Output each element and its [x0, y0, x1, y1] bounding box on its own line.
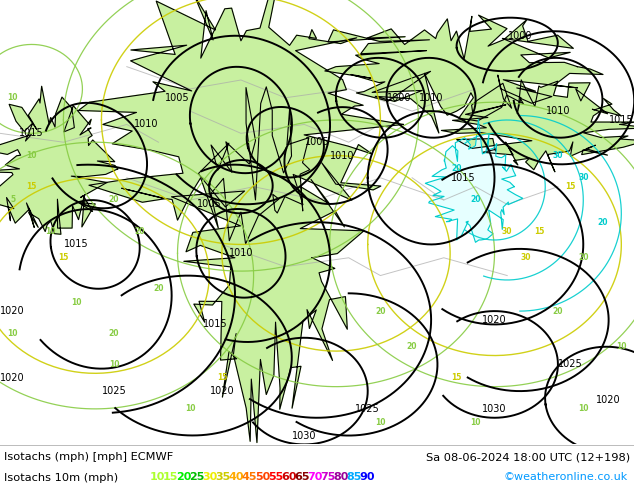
Text: 20: 20 — [597, 218, 607, 227]
Text: 1005: 1005 — [197, 199, 221, 209]
Text: 10: 10 — [470, 417, 481, 427]
Text: 10: 10 — [46, 226, 56, 236]
Text: 1005: 1005 — [165, 93, 190, 103]
Text: 1020: 1020 — [1, 306, 25, 316]
Polygon shape — [325, 15, 603, 133]
Text: 15: 15 — [451, 373, 462, 382]
Text: 10: 10 — [616, 342, 626, 351]
Text: 10: 10 — [27, 151, 37, 160]
Text: 20: 20 — [109, 196, 119, 204]
Text: 20: 20 — [134, 226, 145, 236]
Text: 10: 10 — [185, 404, 195, 414]
Text: 35: 35 — [216, 471, 231, 482]
Text: 1020: 1020 — [597, 395, 621, 405]
Text: 15: 15 — [566, 182, 576, 191]
Polygon shape — [79, 0, 403, 244]
Text: 30: 30 — [578, 173, 588, 182]
Text: 15: 15 — [217, 373, 227, 382]
Text: 1025: 1025 — [558, 360, 583, 369]
Text: 10: 10 — [71, 298, 81, 307]
Text: 80: 80 — [333, 471, 349, 482]
Text: 1000: 1000 — [508, 30, 532, 41]
Text: 30: 30 — [502, 226, 512, 236]
Text: 1015: 1015 — [609, 115, 633, 125]
Text: 1015: 1015 — [204, 319, 228, 329]
Text: 1010: 1010 — [546, 106, 570, 116]
Text: 20: 20 — [153, 284, 164, 294]
Text: 20: 20 — [375, 307, 385, 316]
Text: 60: 60 — [281, 471, 297, 482]
Text: 1030: 1030 — [292, 431, 316, 441]
Text: Isotachs 10m (mph): Isotachs 10m (mph) — [4, 473, 118, 483]
Text: 1010: 1010 — [330, 150, 354, 161]
Text: 70: 70 — [307, 471, 323, 482]
Polygon shape — [441, 75, 634, 172]
Text: 1010: 1010 — [134, 120, 158, 129]
Text: 15: 15 — [27, 182, 37, 191]
Polygon shape — [0, 86, 118, 234]
Text: 1015: 1015 — [64, 240, 88, 249]
Text: 5: 5 — [10, 196, 15, 204]
Text: 15: 15 — [534, 226, 544, 236]
Text: 40: 40 — [229, 471, 244, 482]
Text: 30: 30 — [521, 253, 531, 262]
Text: 1000: 1000 — [387, 93, 411, 103]
Text: 1010: 1010 — [229, 248, 253, 258]
Text: 20: 20 — [553, 307, 563, 316]
Text: 10: 10 — [578, 404, 588, 414]
Text: 15: 15 — [58, 253, 68, 262]
Text: 30: 30 — [553, 151, 563, 160]
Text: 10: 10 — [375, 417, 385, 427]
Text: 25: 25 — [190, 471, 205, 482]
Text: ©weatheronline.co.uk: ©weatheronline.co.uk — [504, 471, 628, 482]
Text: Isotachs (mph) [mph] ECMWF: Isotachs (mph) [mph] ECMWF — [4, 452, 173, 463]
Text: 50: 50 — [255, 471, 270, 482]
Text: 1015: 1015 — [20, 128, 44, 138]
Text: 10: 10 — [8, 329, 18, 338]
Text: 15: 15 — [163, 471, 179, 482]
Polygon shape — [171, 87, 364, 442]
Text: 1020: 1020 — [210, 386, 234, 396]
Text: 20: 20 — [578, 253, 588, 262]
Text: 1005: 1005 — [305, 137, 329, 147]
Text: 90: 90 — [359, 471, 375, 482]
Text: 30: 30 — [202, 471, 217, 482]
Text: 45: 45 — [242, 471, 257, 482]
Text: 10: 10 — [8, 93, 18, 102]
Text: 20: 20 — [176, 471, 191, 482]
Text: 20: 20 — [470, 196, 481, 204]
Text: 10: 10 — [150, 471, 165, 482]
Text: 65: 65 — [294, 471, 309, 482]
Text: 1030: 1030 — [482, 404, 507, 414]
Text: 1015: 1015 — [451, 173, 475, 183]
Polygon shape — [425, 120, 523, 242]
Text: 20: 20 — [407, 342, 417, 351]
Text: 1020: 1020 — [1, 373, 25, 383]
Text: 75: 75 — [320, 471, 335, 482]
Text: 20: 20 — [109, 329, 119, 338]
Text: 1025: 1025 — [101, 386, 127, 396]
Text: Sa 08-06-2024 18:00 UTC (12+198): Sa 08-06-2024 18:00 UTC (12+198) — [426, 452, 630, 463]
Text: 10: 10 — [109, 360, 119, 369]
Text: 20: 20 — [451, 164, 462, 173]
Text: 1025: 1025 — [355, 404, 380, 414]
Text: 1020: 1020 — [482, 315, 507, 325]
Text: 85: 85 — [347, 471, 362, 482]
Text: 55: 55 — [268, 471, 283, 482]
Text: 1010: 1010 — [419, 93, 443, 103]
